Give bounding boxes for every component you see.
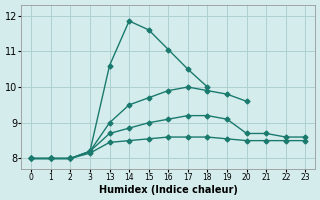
X-axis label: Humidex (Indice chaleur): Humidex (Indice chaleur) (99, 185, 238, 195)
